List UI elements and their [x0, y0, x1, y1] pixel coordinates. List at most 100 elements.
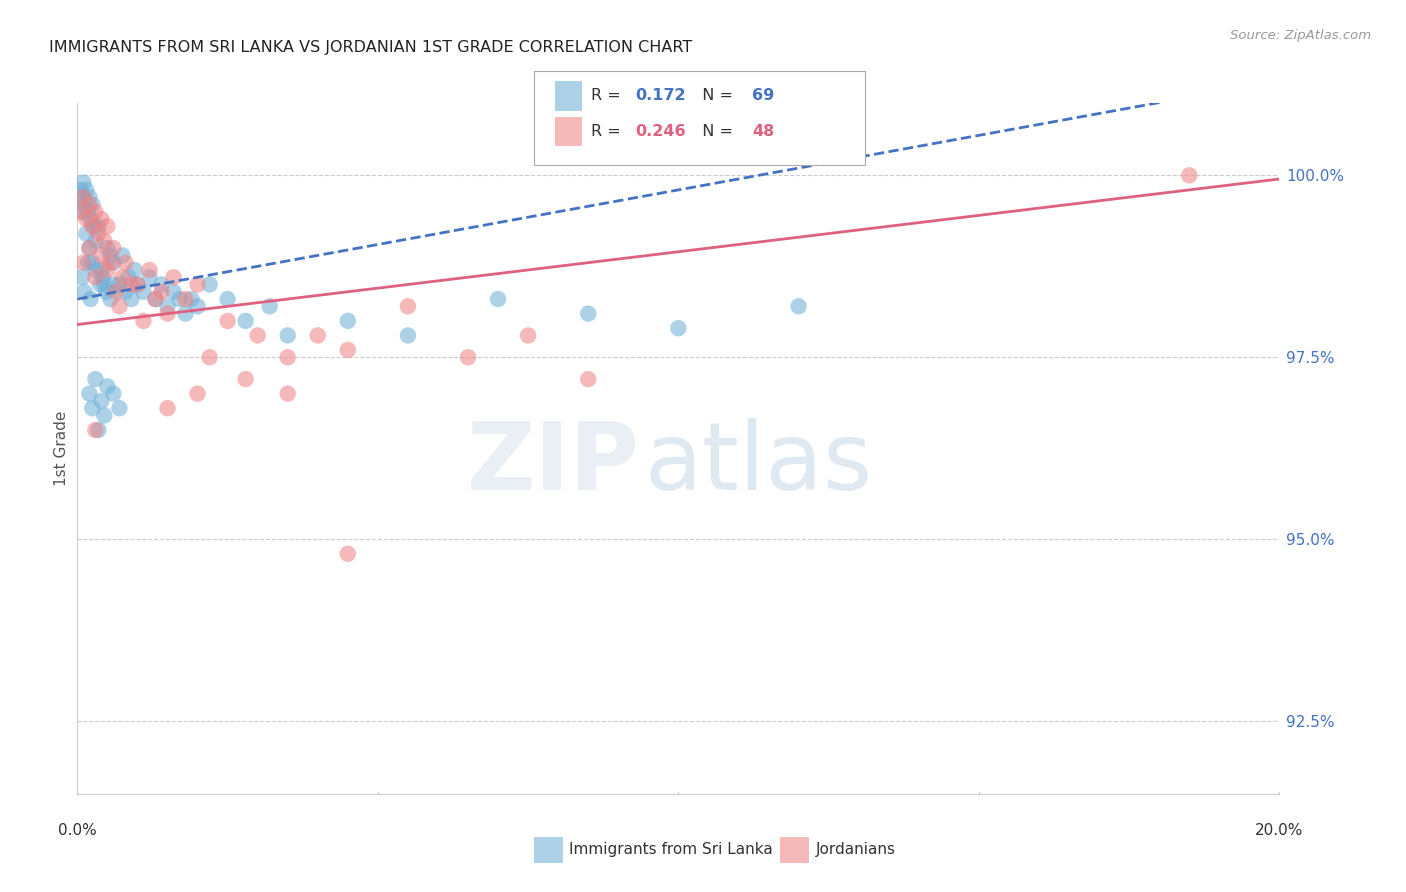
Point	[150, 277, 173, 292]
Point	[96, 285, 118, 299]
Point	[180, 292, 202, 306]
Point	[108, 299, 131, 313]
Point	[82, 255, 104, 269]
Point	[72, 255, 94, 269]
Point	[336, 314, 359, 328]
Point	[103, 255, 125, 269]
Point	[277, 328, 299, 343]
Point	[187, 386, 209, 401]
Point	[114, 285, 136, 299]
Point	[100, 255, 122, 269]
Point	[198, 351, 221, 365]
Point	[127, 277, 149, 292]
Point	[156, 299, 179, 313]
Text: 48: 48	[752, 124, 775, 138]
Point	[69, 204, 91, 219]
Point	[156, 401, 179, 416]
Point	[75, 212, 97, 227]
Point	[72, 204, 94, 219]
Text: 0.0%: 0.0%	[58, 823, 97, 838]
Point	[75, 183, 97, 197]
Point	[132, 285, 155, 299]
Point	[84, 204, 107, 219]
Point	[87, 227, 110, 241]
Point	[162, 270, 184, 285]
Point	[87, 423, 110, 437]
Text: Immigrants from Sri Lanka: Immigrants from Sri Lanka	[569, 842, 773, 856]
Text: R =: R =	[591, 124, 626, 138]
Point	[162, 285, 184, 299]
Point	[100, 248, 122, 262]
Point	[90, 263, 112, 277]
Point	[396, 328, 419, 343]
Point	[277, 386, 299, 401]
Point	[96, 219, 118, 234]
Text: 0.172: 0.172	[636, 88, 686, 103]
Point	[96, 263, 118, 277]
Text: N =: N =	[692, 88, 738, 103]
Text: R =: R =	[591, 88, 626, 103]
Point	[235, 314, 257, 328]
Point	[79, 292, 101, 306]
Point	[187, 299, 209, 313]
Point	[79, 197, 101, 211]
Point	[246, 328, 269, 343]
Point	[70, 190, 93, 204]
Point	[235, 372, 257, 386]
Point	[84, 372, 107, 386]
Point	[457, 351, 479, 365]
Text: ZIP: ZIP	[467, 417, 640, 510]
Point	[1178, 169, 1201, 183]
Point	[103, 241, 125, 255]
Point	[277, 351, 299, 365]
Point	[336, 343, 359, 357]
Point	[114, 255, 136, 269]
Point	[217, 314, 239, 328]
Point	[156, 307, 179, 321]
Point	[198, 277, 221, 292]
Point	[132, 314, 155, 328]
Point	[79, 190, 101, 204]
Point	[79, 386, 101, 401]
Point	[145, 292, 167, 306]
Text: 20.0%: 20.0%	[1256, 823, 1303, 838]
Text: Jordanians: Jordanians	[815, 842, 896, 856]
Point	[79, 241, 101, 255]
Point	[84, 270, 107, 285]
Point	[108, 277, 131, 292]
Point	[90, 212, 112, 227]
Point	[82, 197, 104, 211]
Point	[124, 263, 146, 277]
Point	[79, 212, 101, 227]
Point	[96, 379, 118, 393]
Point	[187, 277, 209, 292]
Point	[84, 423, 107, 437]
Point	[486, 292, 509, 306]
Point	[138, 263, 160, 277]
Point	[576, 372, 599, 386]
Point	[73, 197, 96, 211]
Point	[169, 292, 191, 306]
Point	[174, 292, 197, 306]
Point	[127, 277, 149, 292]
Point	[307, 328, 329, 343]
Point	[93, 234, 115, 248]
Point	[100, 292, 122, 306]
Point	[103, 277, 125, 292]
Point	[787, 299, 810, 313]
Point	[174, 307, 197, 321]
Point	[75, 227, 97, 241]
Text: Source: ZipAtlas.com: Source: ZipAtlas.com	[1230, 29, 1371, 42]
Point	[517, 328, 540, 343]
Point	[108, 401, 131, 416]
Point	[93, 409, 115, 423]
Point	[79, 241, 101, 255]
Point	[82, 219, 104, 234]
Point	[83, 219, 105, 234]
Point	[90, 393, 112, 408]
Point	[150, 285, 173, 299]
Point	[82, 401, 104, 416]
Point	[87, 219, 110, 234]
Point	[668, 321, 690, 335]
Point	[89, 277, 111, 292]
